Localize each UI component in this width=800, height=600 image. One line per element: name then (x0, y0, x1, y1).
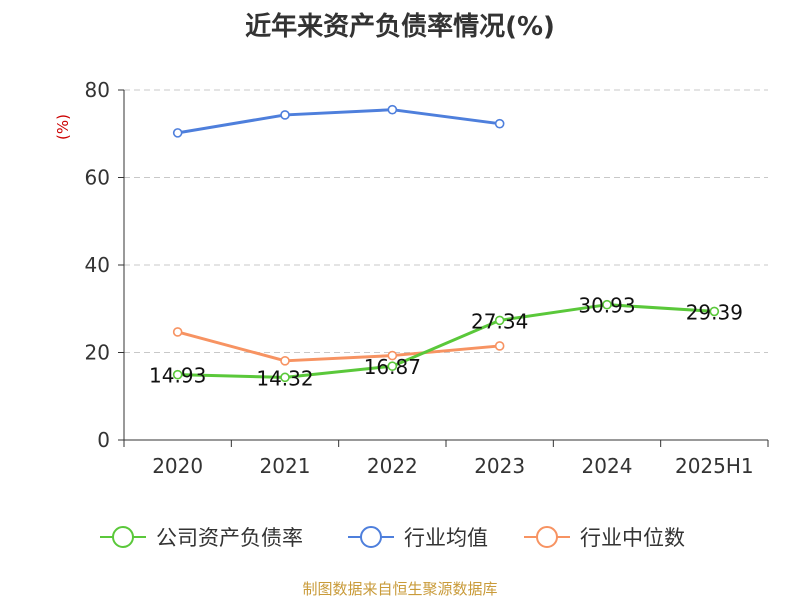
data-label: 14.32 (256, 366, 313, 390)
x-tick-label: 2023 (474, 454, 525, 478)
data-label: 30.93 (578, 294, 635, 318)
data-point (280, 372, 290, 383)
data-point (494, 315, 505, 326)
data-point (172, 128, 183, 138)
legend-label: 公司资产负债率 (156, 526, 303, 550)
x-tick-label: 2022 (367, 454, 418, 478)
legend-marker (360, 526, 382, 548)
x-tick-label: 2020 (152, 454, 203, 478)
label-layer: 14.93 14.32 16.87 27.34 30.93 29.39 (149, 294, 743, 391)
data-label: 27.34 (471, 309, 528, 333)
data-label: 16.87 (364, 355, 421, 379)
y-tick-label: 80 (85, 78, 110, 102)
legend-marker (536, 526, 558, 548)
data-point (709, 306, 720, 317)
axis-layer: (%) 0 20 40 60 80 2020 2021 2022 2023 2024 2025H1 (54, 78, 769, 478)
y-axis-label: (%) (54, 114, 72, 140)
data-point (280, 110, 290, 120)
series-line (177, 108, 500, 135)
series-line (177, 303, 715, 379)
data-point (494, 341, 505, 351)
legend-label: 行业中位数 (580, 526, 685, 550)
legend-marker (112, 526, 134, 548)
data-point (172, 369, 183, 380)
y-tick-label: 0 (97, 428, 110, 452)
legend: 公司资产负债率 行业均值 行业中位数 (100, 526, 685, 550)
data-point (387, 350, 398, 361)
x-tick-label: 2021 (260, 454, 311, 478)
series-layer (172, 104, 720, 383)
data-label: 14.93 (149, 364, 206, 388)
data-point (172, 327, 183, 337)
chart-title: 近年来资产负债率情况(%) (245, 12, 555, 42)
series-line (177, 330, 500, 363)
data-point (387, 104, 398, 115)
y-tick-label: 40 (85, 253, 110, 277)
x-tick-label: 2025H1 (675, 454, 754, 478)
grid-layer (124, 89, 768, 353)
data-label: 29.39 (686, 300, 743, 324)
legend-label: 行业均值 (404, 526, 488, 550)
data-point (280, 356, 290, 366)
x-tick-label: 2024 (582, 454, 633, 478)
data-point (387, 361, 398, 371)
y-tick-label: 60 (85, 166, 110, 190)
data-point (494, 118, 505, 129)
y-tick-label: 20 (85, 341, 110, 365)
source-note: 制图数据来自恒生聚源数据库 (302, 580, 498, 598)
data-point (602, 299, 612, 310)
